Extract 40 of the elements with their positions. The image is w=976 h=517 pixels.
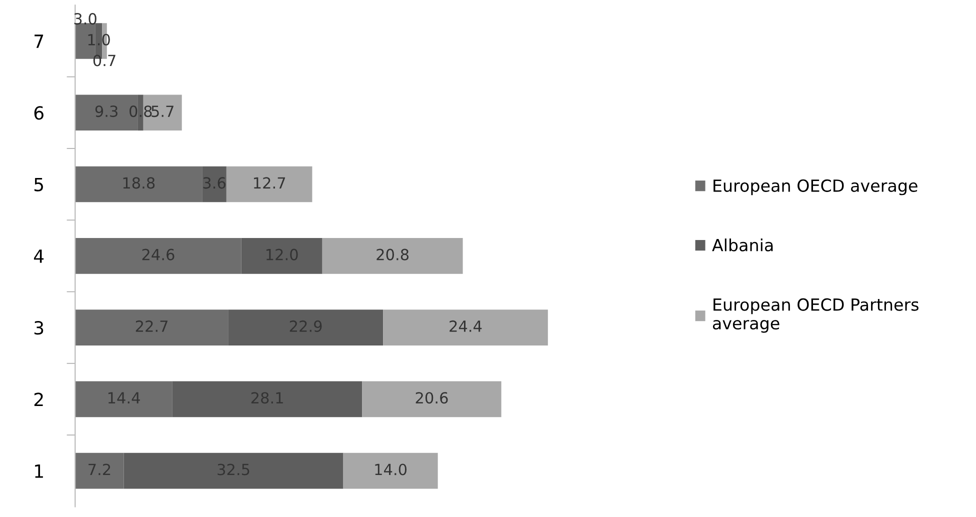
bar (75, 238, 242, 274)
bar (226, 166, 312, 202)
bar (75, 452, 124, 489)
legend-label: European OECD Partners average (712, 298, 918, 333)
data-label: 24.6 (142, 248, 174, 260)
data-label: 3.0 (74, 13, 96, 25)
y-tick-label: 5 (34, 178, 44, 192)
y-tick-label: 4 (34, 250, 44, 263)
data-label: 24.4 (450, 320, 482, 332)
bar (172, 381, 362, 418)
legend-label: European OECD average (714, 179, 918, 196)
data-label: 0.7 (93, 54, 116, 66)
y-tick-label: 2 (34, 392, 43, 406)
data-label: 14.0 (375, 464, 407, 476)
data-label: 18.8 (123, 177, 155, 189)
y-tick-label: 3 (34, 321, 44, 335)
bar (383, 310, 548, 346)
bar (228, 310, 384, 346)
bar (202, 166, 226, 202)
y-tick-label: 1 (35, 464, 43, 478)
legend-label: Albania (712, 238, 773, 252)
bar (343, 452, 438, 489)
y-tick-label: 6 (34, 106, 44, 120)
data-label: 20.6 (416, 392, 448, 404)
bar (124, 452, 344, 489)
data-label: 12.7 (254, 177, 286, 188)
data-label: 7.2 (88, 464, 110, 476)
bar (322, 238, 463, 274)
bar (75, 310, 228, 346)
data-label: 14.4 (108, 392, 140, 404)
y-tick-label: 7 (34, 34, 44, 48)
data-label: 9.3 (95, 106, 118, 118)
bar (241, 238, 322, 274)
data-label: 20.8 (376, 248, 409, 260)
bar (75, 166, 202, 202)
data-label: 0.8 (130, 106, 152, 118)
data-label: 22.7 (136, 320, 168, 332)
data-label: 5.7 (152, 106, 174, 118)
bar (362, 381, 502, 418)
bar (75, 381, 172, 418)
